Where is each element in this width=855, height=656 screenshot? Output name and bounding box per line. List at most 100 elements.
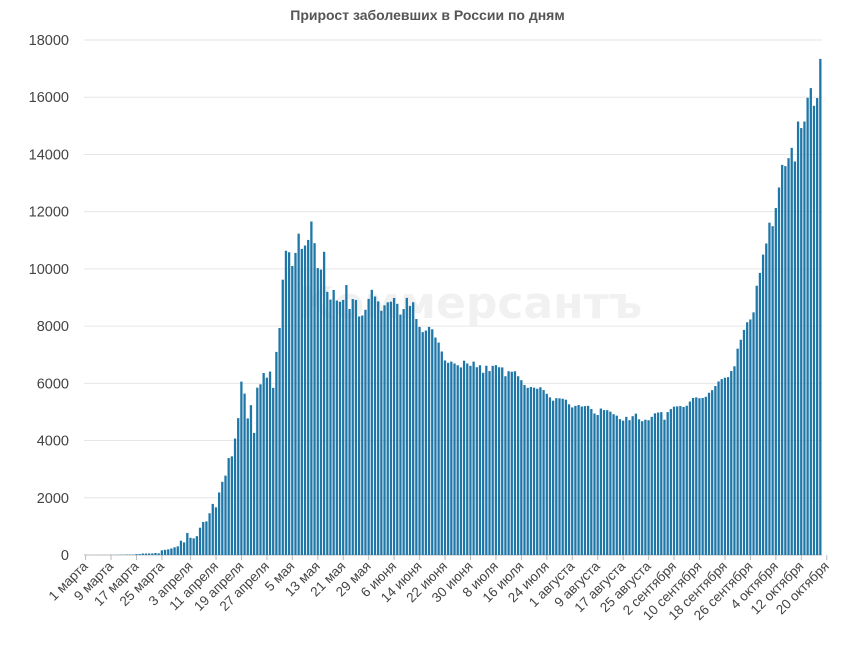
bar [345,285,348,555]
bar [793,161,797,556]
bar [558,398,561,555]
bar [173,547,176,555]
bar [450,361,453,555]
bar [520,380,523,555]
bar [736,348,739,555]
bar [348,308,351,555]
bar [462,360,466,555]
bar [497,367,501,555]
bar [221,481,224,555]
bars-layer [84,58,822,556]
bar [440,351,443,555]
bar [510,371,513,555]
bar [233,438,237,555]
bar [647,420,650,555]
bar [189,537,192,555]
bar [342,299,345,555]
bar [354,299,358,555]
bar [319,269,323,555]
bar [246,418,249,555]
bar [758,272,762,555]
bar [399,314,402,555]
bar [816,98,819,556]
bar [656,412,660,555]
bar [669,409,672,555]
chart-title: Прирост заболевших в России по дням [290,7,565,23]
bar [504,376,507,555]
bar [421,332,424,555]
bar [182,542,186,555]
bar [717,381,720,555]
bar [418,326,421,555]
bar [752,312,755,555]
bar [564,399,568,555]
bar [532,387,536,555]
bar [205,521,208,555]
bar [310,221,313,555]
bar [338,301,342,555]
bar [151,553,154,555]
bar [176,546,179,555]
bar [469,365,472,555]
bar [211,503,214,555]
bar [691,397,695,555]
bar [424,330,428,555]
bar [787,158,790,555]
bar [278,328,281,555]
bar [135,554,138,555]
y-tick-label: 2000 [37,491,69,507]
bar [322,251,326,555]
bar [335,300,338,555]
bar [749,319,752,555]
bar [408,305,412,555]
bar [781,164,784,556]
bar [663,419,666,555]
bar [380,310,383,555]
bar [268,371,272,555]
bar [224,475,227,555]
bar [609,411,612,555]
bar [637,419,641,555]
bar [615,415,618,555]
bar [249,405,253,555]
bar [739,339,742,555]
bar [437,342,440,555]
bar [672,406,676,555]
bar [447,362,450,555]
bar [195,536,199,555]
bar [765,243,768,556]
bar [262,373,265,555]
bar [812,105,816,555]
bar [297,233,300,556]
bar [574,405,577,555]
bar [402,309,405,555]
bar [170,548,173,555]
bar [634,413,637,555]
bar [303,245,307,555]
bar [650,416,653,555]
bar [272,387,275,555]
bar [179,540,183,555]
bar [698,398,701,555]
bar [704,396,707,555]
bar [389,301,393,555]
bar [294,252,297,555]
bar [252,432,256,555]
bar [688,401,692,555]
bar [790,147,793,555]
bar [214,507,218,555]
y-tick-label: 18000 [29,33,69,49]
bar [361,315,364,555]
bar [567,404,571,555]
bar [628,420,631,555]
bar [545,393,548,555]
bar [434,337,437,555]
bar [208,513,211,555]
y-tick-label: 12000 [29,205,69,221]
bar [796,121,800,555]
bar [711,390,714,555]
bar [475,367,478,555]
bar [316,268,319,555]
bar [167,549,170,555]
